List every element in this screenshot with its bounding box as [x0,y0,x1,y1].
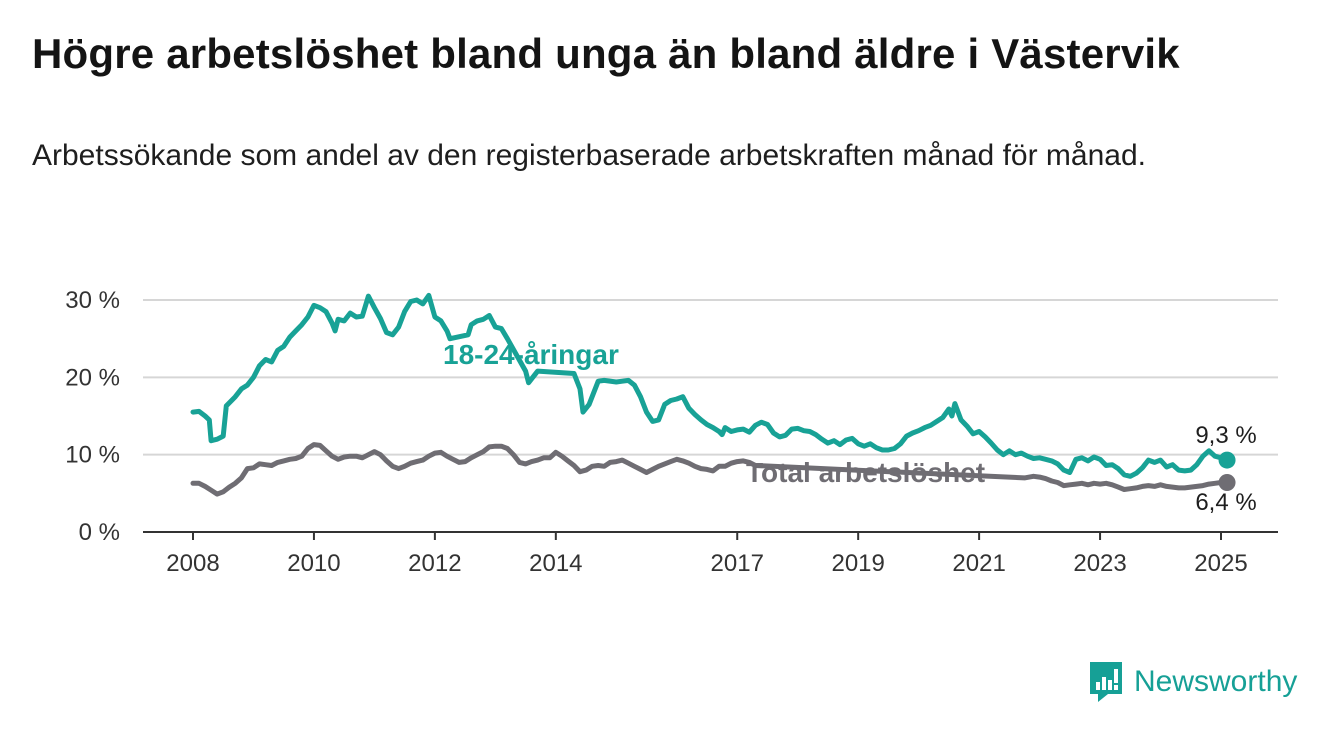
x-tick-label: 2012 [408,550,461,577]
x-tick-label: 2008 [166,550,219,577]
x-axis-ticks: 2008 2010 2012 2014 2017 2019 2021 2023 2025 [166,532,1248,577]
youth-end-marker [1218,451,1236,469]
newsworthy-logo-icon [1090,662,1122,702]
series-lines [190,292,1236,497]
youth-series-line [190,292,1230,479]
x-tick-label: 2023 [1073,550,1126,577]
series-labels: 18-24-åringar Total arbetslöshet 9,3 % 6,4 … [443,339,1257,516]
chart-title: Högre arbetslöshet bland unga än bland ä… [32,30,1180,77]
x-tick-label: 2021 [952,550,1005,577]
total-series-line [190,442,1230,497]
y-tick-label: 10 % [65,442,120,469]
y-tick-label: 30 % [65,287,120,314]
chart-subtitle: Arbetssökande som andel av den registerb… [32,139,1146,172]
y-axis-ticks: 0 % 10 % 20 % 30 % [65,287,120,546]
y-tick-label: 20 % [65,364,120,391]
x-tick-label: 2017 [711,550,764,577]
y-tick-label: 0 % [79,519,120,546]
newsworthy-logo-text: Newsworthy [1134,665,1298,698]
newsworthy-logo[interactable]: Newsworthy [1088,660,1297,704]
youth-series-label: 18-24-åringar [443,339,619,370]
total-end-marker [1218,474,1236,492]
youth-end-label: 9,3 % [1195,422,1256,449]
x-tick-label: 2014 [529,550,582,577]
total-series-label: Total arbetslöshet [746,457,985,488]
total-end-label: 6,4 % [1195,489,1256,516]
grid-lines [143,299,1278,533]
x-tick-label: 2010 [287,550,340,577]
x-tick-label: 2025 [1194,550,1247,577]
x-tick-label: 2019 [831,550,884,577]
